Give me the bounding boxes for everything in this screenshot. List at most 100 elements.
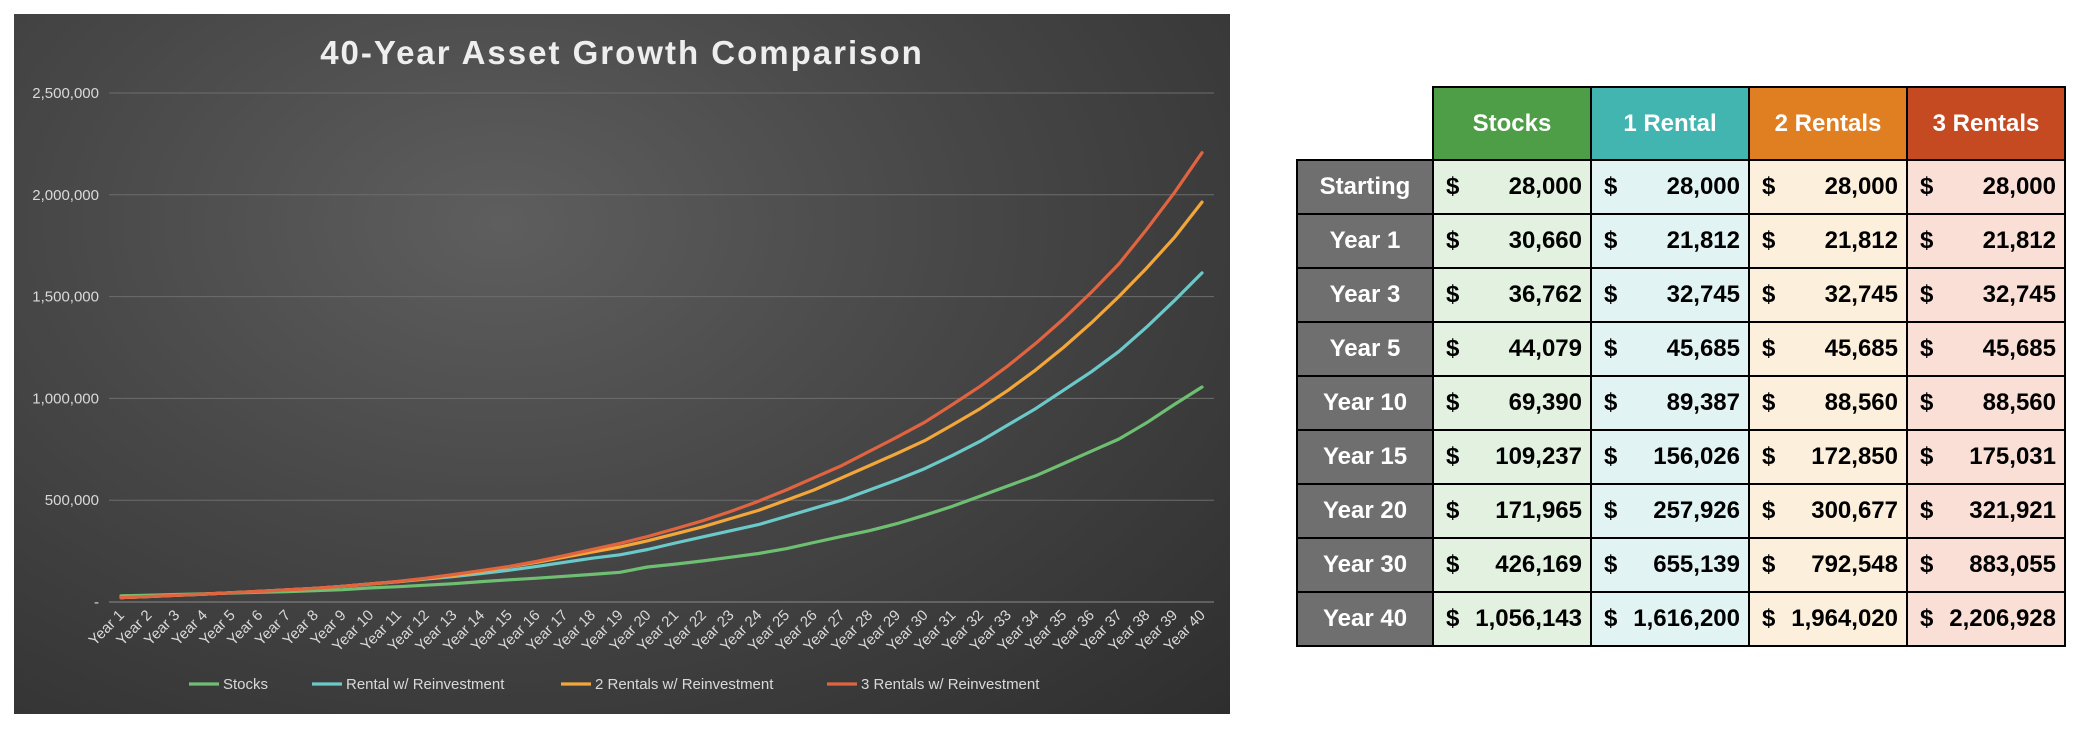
cell-value: 32,745	[1824, 281, 1898, 308]
table-row: Year 30 $426,169 $655,139 $792,548 $883,055	[1296, 537, 2066, 593]
table-corner	[1297, 87, 1433, 160]
cell-value: 21,812	[1666, 227, 1740, 254]
table-cell: $883,055	[1906, 537, 2066, 593]
series-line	[119, 151, 1204, 600]
currency-symbol: $	[1920, 227, 1934, 254]
currency-symbol: $	[1446, 551, 1460, 578]
cell-value: 655,139	[1653, 551, 1740, 578]
currency-symbol: $	[1920, 281, 1934, 308]
y-tick-label: 2,500,000	[32, 85, 99, 102]
table-cell: $28,000	[1906, 159, 2066, 215]
row-label: Year 5	[1296, 321, 1434, 377]
series-line	[119, 200, 1204, 600]
table-cell: $21,812	[1748, 213, 1908, 269]
table-row: Year 5 $44,079 $45,685 $45,685 $45,685	[1296, 321, 2066, 377]
table-row: Year 3 $36,762 $32,745 $32,745 $32,745	[1296, 267, 2066, 323]
currency-symbol: $	[1604, 335, 1618, 362]
currency-symbol: $	[1446, 281, 1460, 308]
currency-symbol: $	[1762, 281, 1776, 308]
currency-symbol: $	[1604, 605, 1618, 632]
table-cell: $1,616,200	[1590, 591, 1750, 647]
cell-value: 32,745	[1982, 281, 2056, 308]
cell-value: 171,965	[1495, 497, 1582, 524]
currency-symbol: $	[1604, 281, 1618, 308]
column-header: 1 Rental	[1590, 86, 1750, 161]
table-cell: $1,056,143	[1432, 591, 1592, 647]
table-row: Year 1 $30,660 $21,812 $21,812 $21,812	[1296, 213, 2066, 269]
table-cell: $88,560	[1906, 375, 2066, 431]
cell-value: 1,056,143	[1475, 605, 1582, 632]
cell-value: 30,660	[1508, 227, 1582, 254]
legend: Stocks Rental w/ Reinvestment 2 Rentals w/…	[189, 676, 1040, 693]
currency-symbol: $	[1446, 173, 1460, 200]
grid-lines	[109, 92, 1214, 603]
currency-symbol: $	[1604, 443, 1618, 470]
row-label: Year 40	[1296, 591, 1434, 647]
cell-value: 175,031	[1969, 443, 2056, 470]
cell-value: 883,055	[1969, 551, 2056, 578]
row-label: Year 20	[1296, 483, 1434, 539]
table-cell: $2,206,928	[1906, 591, 2066, 647]
table-cell: $28,000	[1748, 159, 1908, 215]
table-cell: $156,026	[1590, 429, 1750, 485]
y-tick-label: -	[94, 594, 99, 611]
table-cell: $32,745	[1906, 267, 2066, 323]
cell-value: 426,169	[1495, 551, 1582, 578]
table-cell: $321,921	[1906, 483, 2066, 539]
currency-symbol: $	[1762, 335, 1776, 362]
currency-symbol: $	[1762, 497, 1776, 524]
table-cell: $30,660	[1432, 213, 1592, 269]
cell-value: 109,237	[1495, 443, 1582, 470]
cell-value: 28,000	[1508, 173, 1582, 200]
row-label: Year 15	[1296, 429, 1434, 485]
table-cell: $32,745	[1590, 267, 1750, 323]
table-cell: $655,139	[1590, 537, 1750, 593]
chart-title: 40-Year Asset Growth Comparison	[320, 34, 924, 71]
table-cell: $69,390	[1432, 375, 1592, 431]
y-tick-label: 500,000	[45, 492, 99, 509]
currency-symbol: $	[1762, 605, 1776, 632]
column-header: 3 Rentals	[1906, 86, 2066, 161]
currency-symbol: $	[1446, 497, 1460, 524]
table-cell: $45,685	[1590, 321, 1750, 377]
y-tick-label: 2,000,000	[32, 187, 99, 204]
currency-symbol: $	[1604, 389, 1618, 416]
line-chart: 40-Year Asset Growth Comparison - 500,000…	[32, 34, 1214, 693]
cell-value: 32,745	[1666, 281, 1740, 308]
currency-symbol: $	[1920, 551, 1934, 578]
cell-value: 45,685	[1666, 335, 1740, 362]
table-row: Year 15 $109,237 $156,026 $172,850 $175,031	[1296, 429, 2066, 485]
table-row: Starting $28,000 $28,000 $28,000 $28,000	[1296, 159, 2066, 215]
table-row: Year 20 $171,965 $257,926 $300,677 $321,921	[1296, 483, 2066, 539]
table-cell: $21,812	[1590, 213, 1750, 269]
currency-symbol: $	[1920, 443, 1934, 470]
table-cell: $32,745	[1748, 267, 1908, 323]
currency-symbol: $	[1446, 443, 1460, 470]
currency-symbol: $	[1446, 605, 1460, 632]
currency-symbol: $	[1920, 605, 1934, 632]
cell-value: 1,616,200	[1633, 605, 1740, 632]
currency-symbol: $	[1762, 173, 1776, 200]
currency-symbol: $	[1604, 497, 1618, 524]
table-cell: $88,560	[1748, 375, 1908, 431]
currency-symbol: $	[1604, 551, 1618, 578]
cell-value: 792,548	[1811, 551, 1898, 578]
cell-value: 300,677	[1811, 497, 1898, 524]
series-line	[119, 385, 1204, 598]
cell-value: 45,685	[1824, 335, 1898, 362]
cell-value: 2,206,928	[1949, 605, 2056, 632]
currency-symbol: $	[1920, 173, 1934, 200]
table-cell: $300,677	[1748, 483, 1908, 539]
series-line	[119, 271, 1204, 600]
cell-value: 172,850	[1811, 443, 1898, 470]
cell-value: 44,079	[1508, 335, 1582, 362]
legend-label: 3 Rentals w/ Reinvestment	[861, 676, 1040, 693]
legend-label: 2 Rentals w/ Reinvestment	[595, 676, 774, 693]
table-row: Year 10 $69,390 $89,387 $88,560 $88,560	[1296, 375, 2066, 431]
cell-value: 36,762	[1508, 281, 1582, 308]
currency-symbol: $	[1920, 497, 1934, 524]
y-tick-label: 1,500,000	[32, 289, 99, 306]
table-cell: $44,079	[1432, 321, 1592, 377]
cell-value: 21,812	[1982, 227, 2056, 254]
